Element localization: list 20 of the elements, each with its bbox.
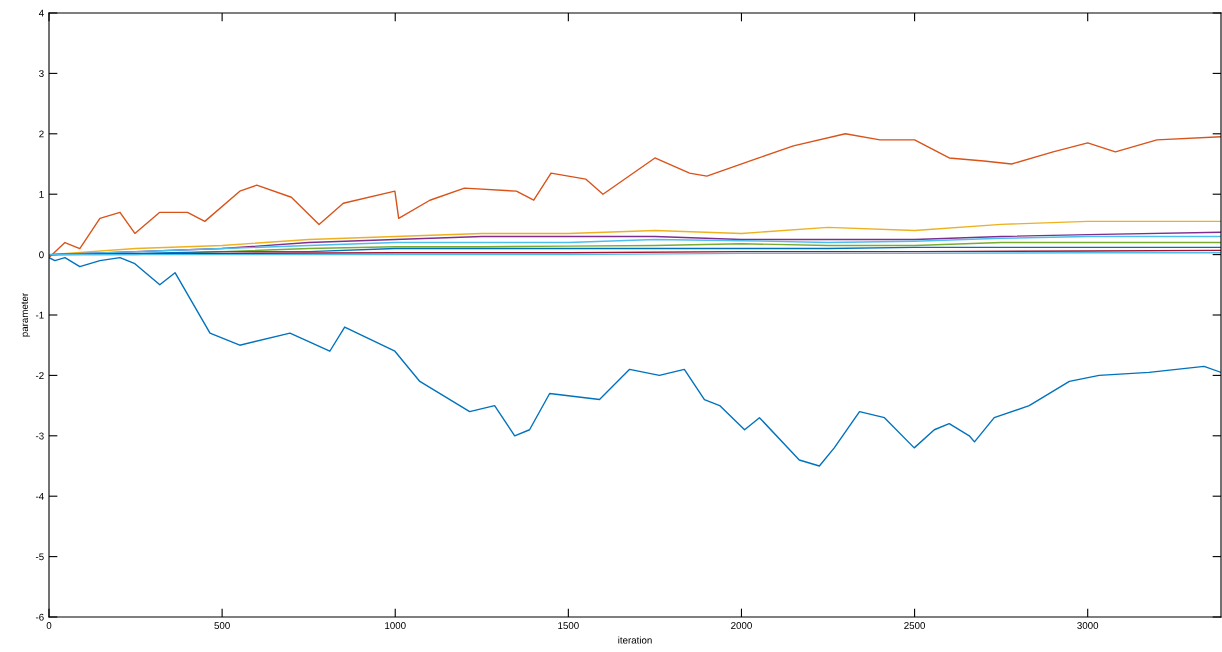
x-axis-title: iteration: [618, 636, 652, 644]
y-tick-label: 2: [39, 130, 44, 138]
x-tick-label: 1500: [558, 622, 579, 629]
y-tick-label: 4: [38, 9, 44, 17]
y-tick-label: -1: [35, 311, 44, 319]
y-tick-label: 1: [39, 191, 44, 198]
x-tick-label: 1000: [385, 622, 406, 629]
x-tick-label: 3000: [1077, 622, 1099, 629]
y-axis-title: parameter: [21, 293, 30, 337]
x-tick-label: 500: [214, 622, 230, 629]
y-tick-label: 0: [39, 251, 44, 259]
y-tick-label: -6: [35, 613, 44, 621]
x-tick-label: 2000: [731, 622, 752, 629]
x-tick-label: 2500: [904, 622, 926, 629]
x-tick-label: 0: [46, 622, 52, 629]
y-tick-label: -5: [35, 553, 44, 561]
y-tick-label: -2: [35, 372, 44, 379]
y-tick-label: -3: [35, 432, 44, 440]
y-tick-label: 3: [39, 70, 44, 78]
y-tick-label: -4: [35, 493, 44, 500]
